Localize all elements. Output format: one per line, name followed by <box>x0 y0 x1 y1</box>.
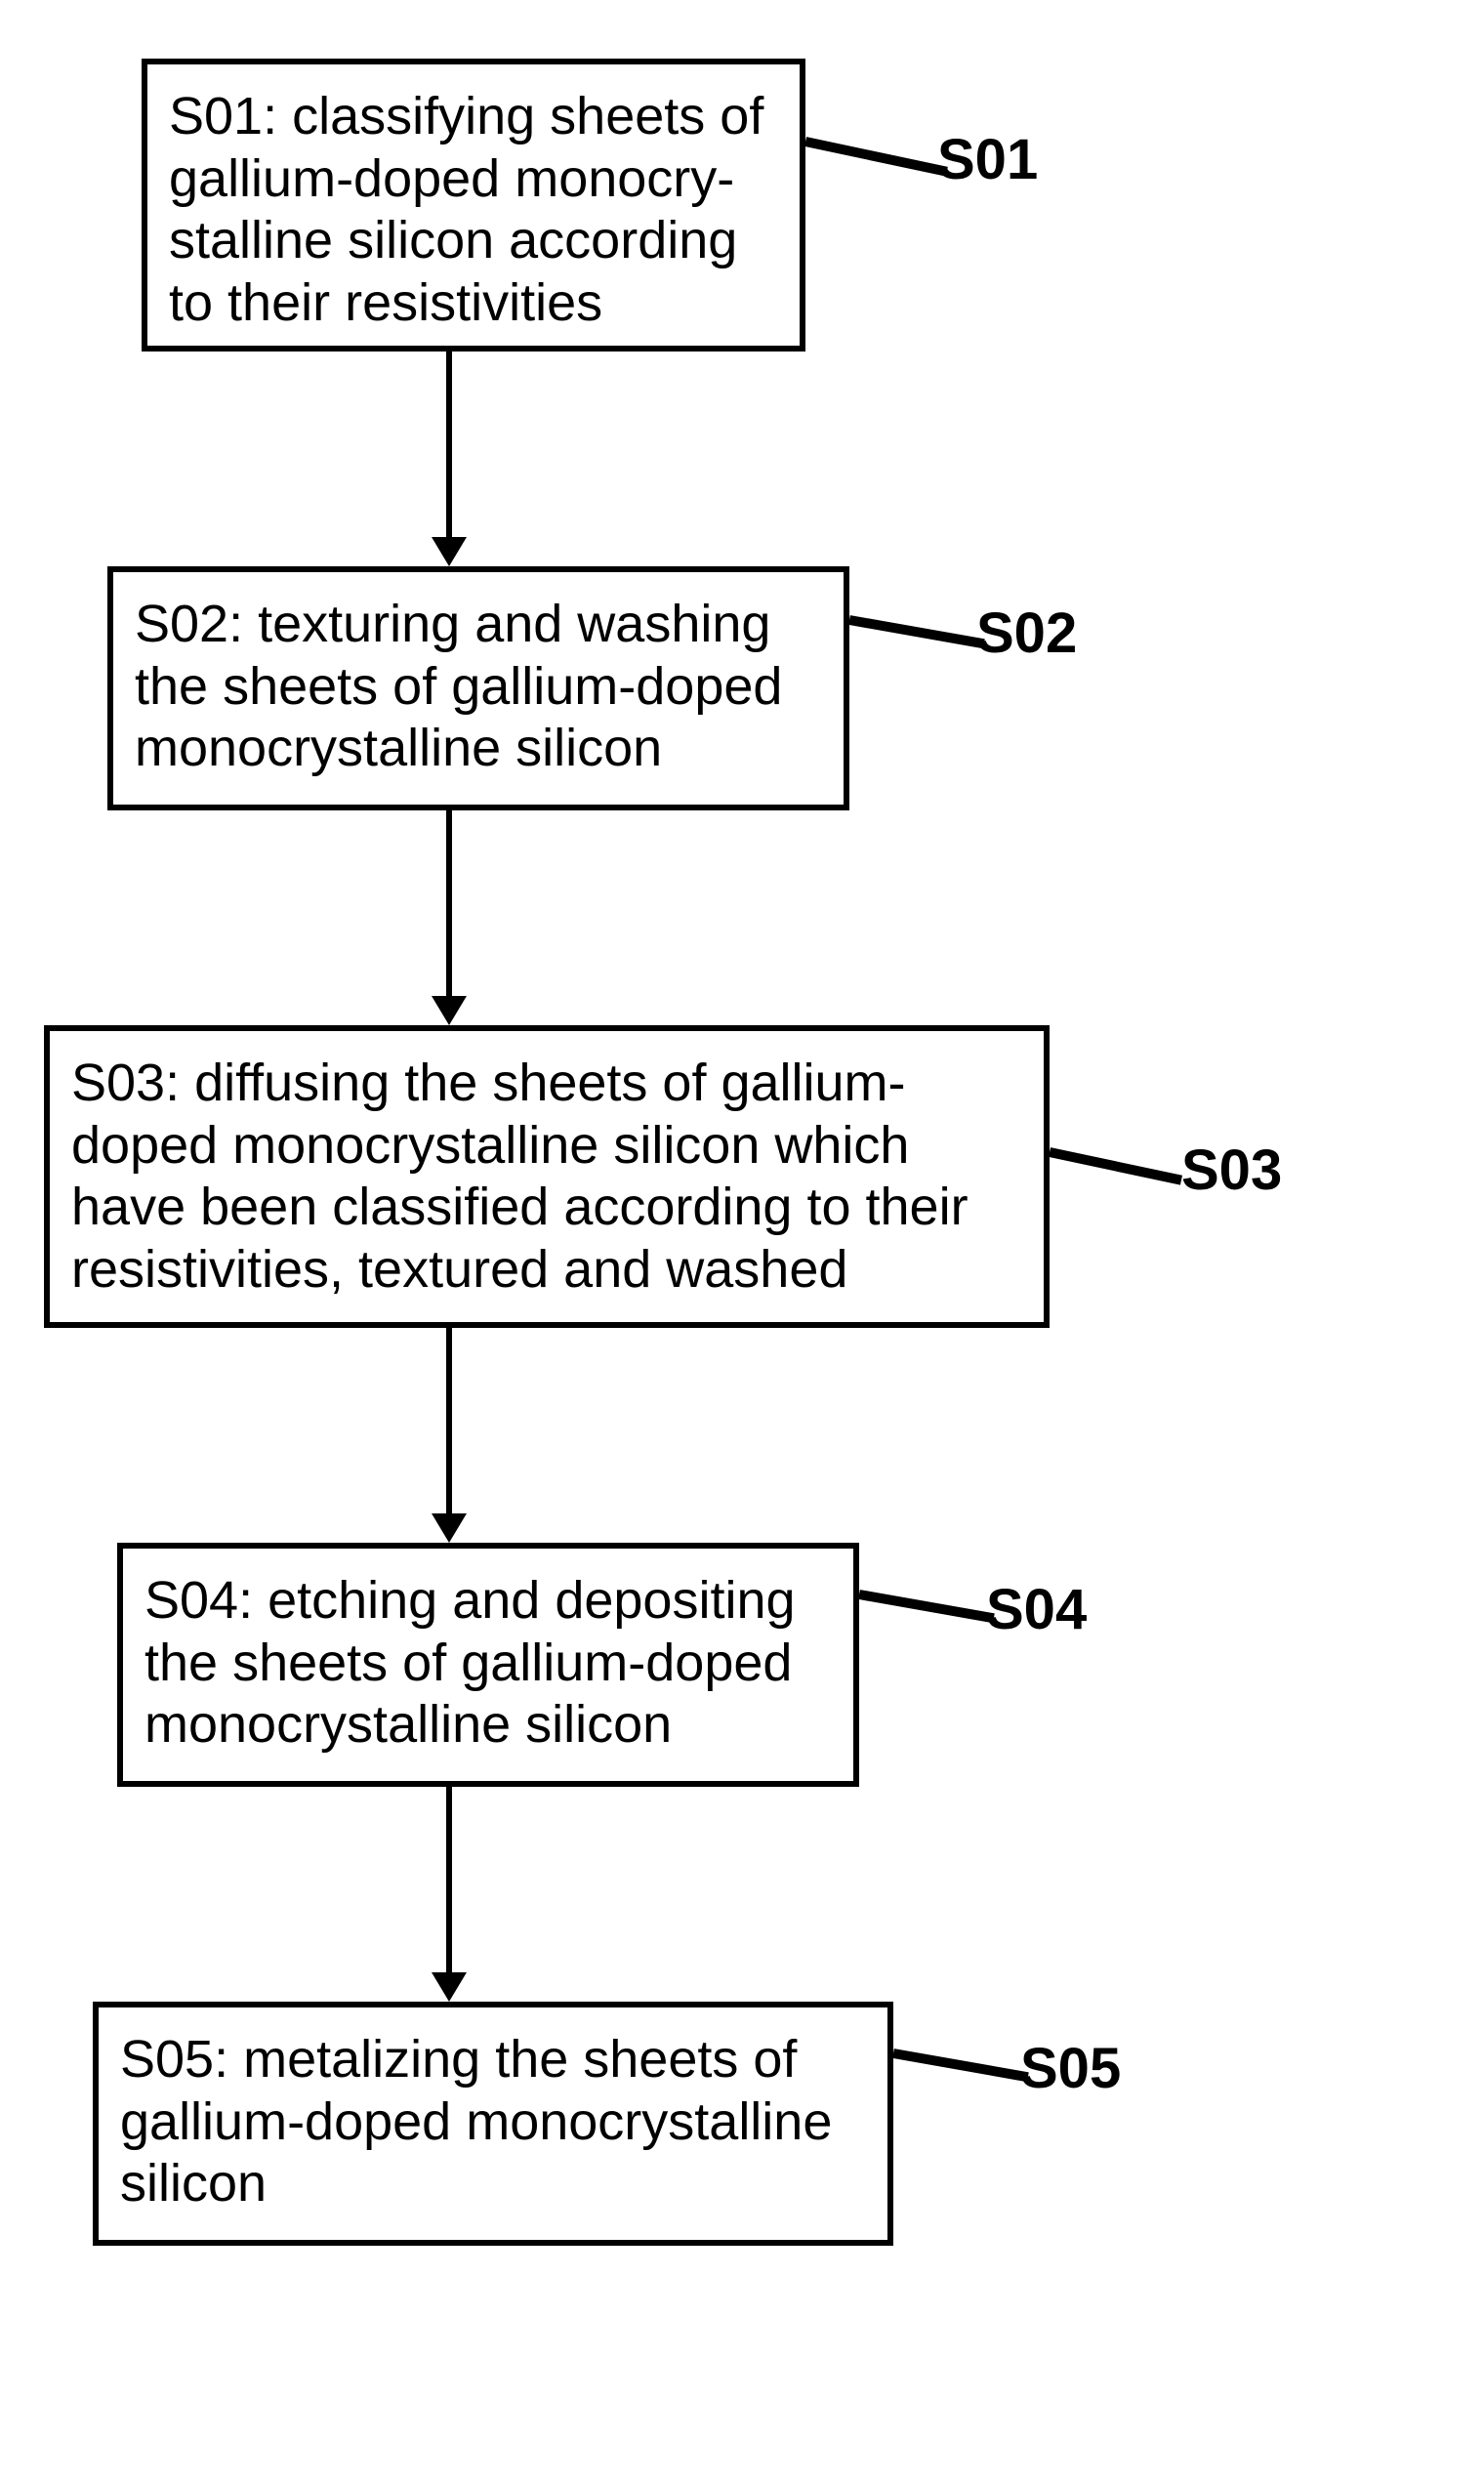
flow-edge-s04-s05 <box>410 1787 488 2002</box>
flow-edge-s02-s03 <box>410 810 488 1025</box>
flow-node-text-s02: S02: texturing and washing the sheets of… <box>135 594 782 780</box>
callout-line-s01 <box>804 137 948 177</box>
flow-edge-s01-s02 <box>410 352 488 566</box>
flow-node-label-s02: S02 <box>976 600 1077 666</box>
flow-node-s05: S05: metalizing the sheets of gallium-do… <box>93 2002 893 2246</box>
flow-edge-s03-s04 <box>410 1328 488 1543</box>
callout-line-s03 <box>1049 1147 1182 1184</box>
flow-node-text-s05: S05: metalizing the sheets of gallium-do… <box>120 2029 832 2215</box>
flow-node-label-s04: S04 <box>986 1577 1087 1642</box>
callout-line-s02 <box>848 615 985 648</box>
flow-node-s04: S04: etching and depositing the sheets o… <box>117 1543 859 1787</box>
flow-node-label-s05: S05 <box>1020 2036 1121 2101</box>
callout-line-s05 <box>892 2048 1029 2082</box>
flow-node-text-s04: S04: etching and depositing the sheets o… <box>144 1570 796 1757</box>
flow-node-s01: S01: classifying sheets of gallium-doped… <box>142 59 805 352</box>
flow-node-label-s01: S01 <box>937 127 1038 192</box>
flow-node-label-s03: S03 <box>1181 1138 1282 1203</box>
callout-line-s04 <box>858 1590 995 1623</box>
flow-node-text-s01: S01: classifying sheets of gallium-doped… <box>169 86 763 335</box>
flow-node-s03: S03: diffusing the sheets of gallium- do… <box>44 1025 1050 1328</box>
flow-node-s02: S02: texturing and washing the sheets of… <box>107 566 849 810</box>
flow-node-text-s03: S03: diffusing the sheets of gallium- do… <box>71 1053 969 1302</box>
